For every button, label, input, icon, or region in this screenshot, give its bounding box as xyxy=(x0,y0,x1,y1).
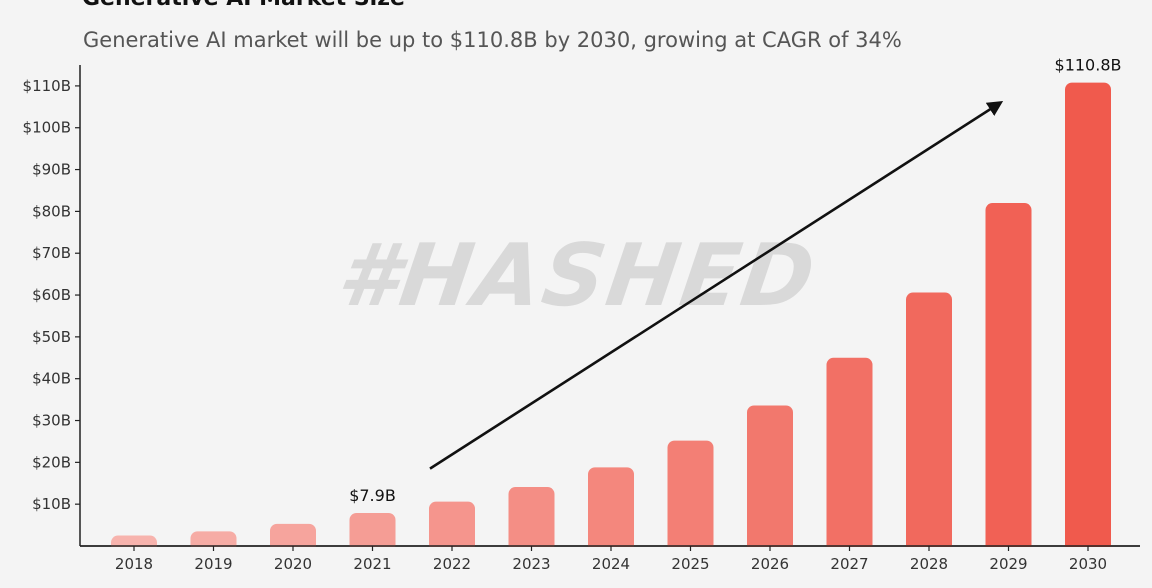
x-tick-label: 2026 xyxy=(751,555,789,573)
y-tick-label: $110B xyxy=(23,77,71,95)
y-axis: $10B $20B $30B $40B $50B $60B $70B $80B $90B $100… xyxy=(23,65,81,546)
data-label-2030: $110.8B xyxy=(1055,56,1122,75)
x-tick-label: 2021 xyxy=(353,555,391,573)
bars xyxy=(80,82,1141,555)
data-label-2021: $7.9B xyxy=(349,486,396,505)
x-tick-label: 2019 xyxy=(194,555,232,573)
y-tick-label: $100B xyxy=(23,119,71,137)
bar-2027 xyxy=(826,357,873,552)
x-tick-label: 2022 xyxy=(433,555,471,573)
x-tick-label: 2027 xyxy=(830,555,868,573)
y-tick-label: $20B xyxy=(32,453,71,471)
y-tick-label: $50B xyxy=(32,328,71,346)
x-tick-label: 2025 xyxy=(671,555,709,573)
x-tick-label: 2030 xyxy=(1069,555,1107,573)
x-tick-label: 2023 xyxy=(512,555,550,573)
y-tick-label: $30B xyxy=(32,412,71,430)
y-tick-label: $10B xyxy=(32,495,71,513)
y-tick-label: $60B xyxy=(32,286,71,304)
y-tick-label: $90B xyxy=(32,161,71,179)
bar-2023 xyxy=(508,487,555,552)
bar-2029 xyxy=(985,203,1032,552)
annotations: $7.9B $110.8B xyxy=(349,56,1121,505)
bar-2021 xyxy=(349,512,396,552)
watermark-text: #HASHED xyxy=(332,226,822,326)
x-tick-label: 2018 xyxy=(115,555,153,573)
x-tick-label: 2024 xyxy=(592,555,630,573)
bar-2024 xyxy=(588,467,634,552)
bar-2030 xyxy=(1065,82,1111,552)
bar-2028 xyxy=(906,292,952,552)
bar-2019 xyxy=(190,531,237,552)
y-tick-label: $40B xyxy=(32,370,71,388)
bar-2020 xyxy=(270,523,316,552)
chart-subtitle: Generative AI market will be up to $110.… xyxy=(83,28,902,52)
bar-2026 xyxy=(747,405,793,552)
x-tick-label: 2029 xyxy=(989,555,1027,573)
x-tick-label: 2028 xyxy=(910,555,948,573)
y-tick-label: $80B xyxy=(32,202,71,220)
chart-title: Generative AI Market Size xyxy=(82,0,405,11)
trend-arrow xyxy=(429,100,1004,470)
y-tick-label: $70B xyxy=(32,244,71,262)
bar-2025 xyxy=(667,440,714,552)
x-tick-label: 2020 xyxy=(274,555,312,573)
bar-2022 xyxy=(429,501,475,552)
